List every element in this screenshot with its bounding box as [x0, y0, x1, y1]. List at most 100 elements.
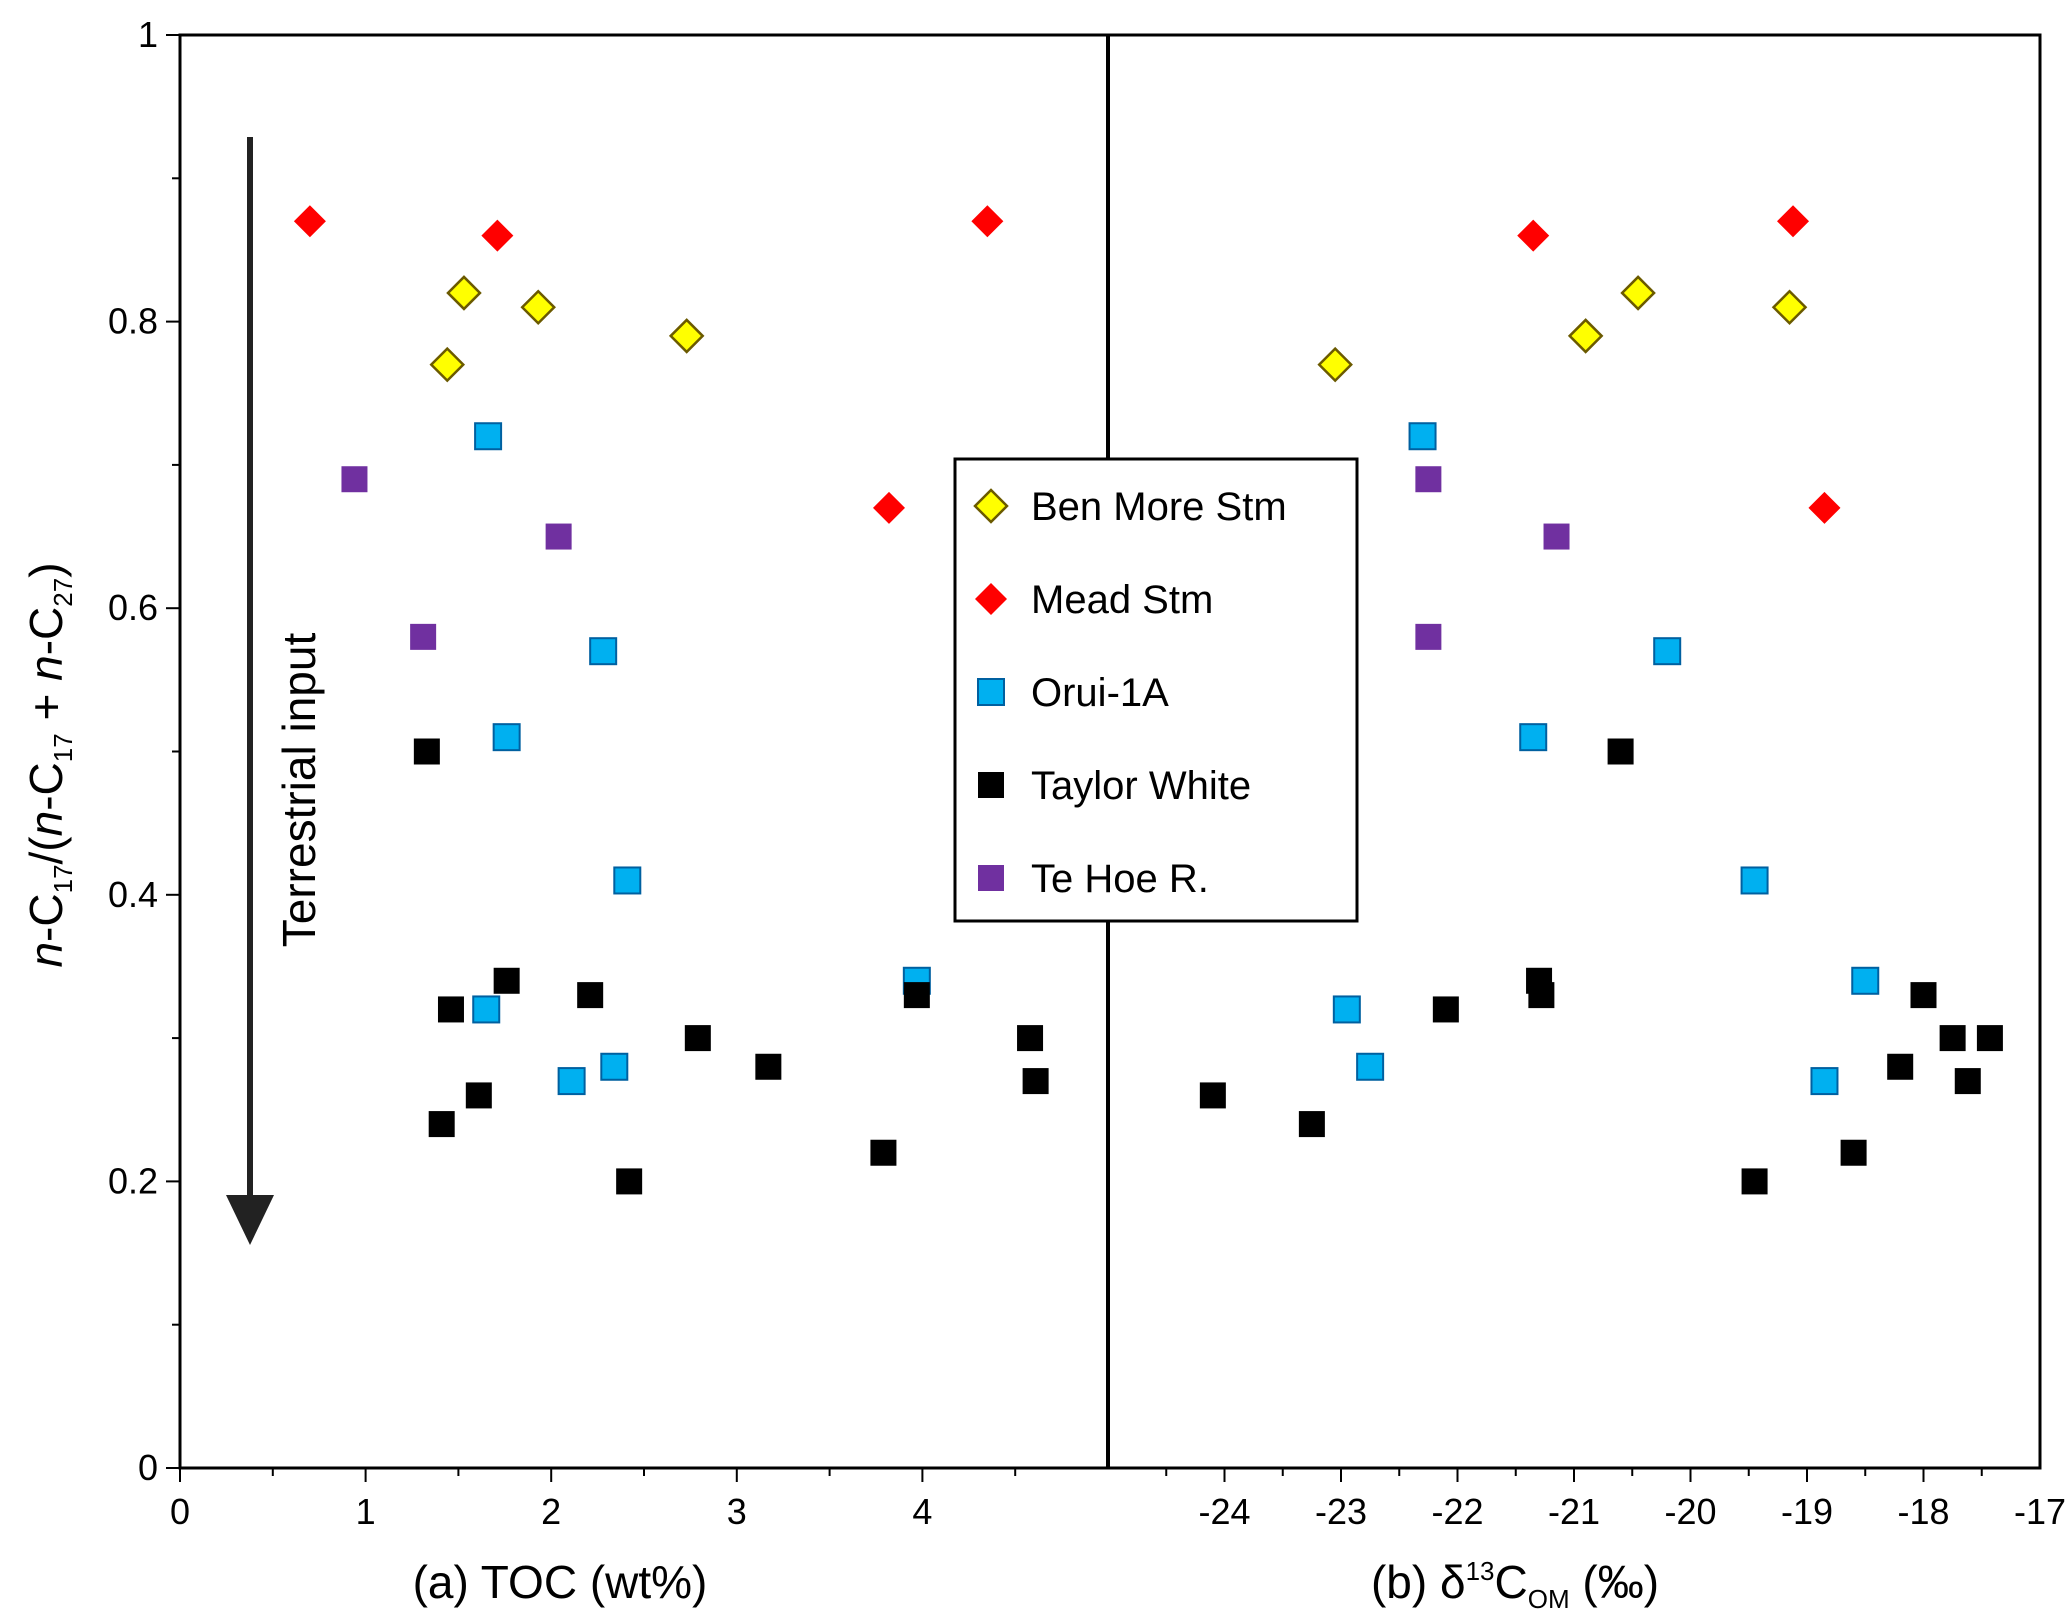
- point-a-orui-1a: [557, 1067, 586, 1096]
- legend-marker: [973, 488, 1009, 524]
- point-a-orui-1a: [472, 995, 501, 1024]
- x-axis-title-b: (b) δ13COM (‰): [1371, 1556, 1659, 1614]
- point-a-orui-1a: [474, 422, 503, 451]
- point-b-ben-more-stm: [1771, 289, 1808, 326]
- y-tick-label: 0.4: [108, 874, 158, 915]
- point-b-orui-1a: [1356, 1052, 1385, 1081]
- point-b-taylor-white: [1954, 1068, 1981, 1095]
- point-b-ben-more-stm: [1567, 318, 1604, 354]
- x-tick-label-b: -19: [1781, 1491, 1833, 1532]
- terrestrial-arrow: [226, 137, 274, 1245]
- point-b-orui-1a: [1653, 637, 1682, 666]
- x-axis-panel-b: -24 -23 -22 -21 -20 -19 -18 -17: [1165, 1468, 2066, 1532]
- data-points: [293, 205, 2003, 1195]
- y-tick-label: 0.6: [108, 587, 158, 628]
- legend-marker: [975, 583, 1007, 615]
- x-tick-label-a: 4: [912, 1491, 932, 1532]
- point-a-orui-1a: [600, 1052, 629, 1081]
- point-a-te-hoe-r: [341, 466, 368, 493]
- point-b-taylor-white: [1741, 1168, 1768, 1195]
- point-b-taylor-white: [1432, 996, 1459, 1023]
- x-tick-label-b: -20: [1664, 1491, 1716, 1532]
- x-tick-label-a: 3: [727, 1491, 747, 1532]
- legend-label: Orui-1A: [1031, 671, 1169, 715]
- point-b-mead-stm: [1777, 205, 1810, 238]
- point-a-ben-more-stm: [520, 289, 556, 326]
- y-tick-label: 0.8: [108, 301, 158, 342]
- point-a-mead-stm: [293, 205, 326, 238]
- x-tick-label-b: -18: [1897, 1491, 1949, 1532]
- x-tick-label-b: -21: [1548, 1491, 1600, 1532]
- point-a-taylor-white: [437, 996, 464, 1023]
- point-a-taylor-white: [903, 982, 930, 1009]
- point-a-taylor-white: [870, 1139, 897, 1166]
- point-a-taylor-white: [465, 1082, 492, 1109]
- x-tick-label-a: 1: [356, 1491, 376, 1532]
- point-b-orui-1a: [1408, 422, 1437, 451]
- point-b-orui-1a: [1740, 866, 1769, 895]
- y-axis: 0 0.2 0.4 0.6 0.8 1: [108, 14, 180, 1488]
- point-b-ben-more-stm: [1620, 275, 1656, 311]
- point-b-taylor-white: [1887, 1053, 1914, 1080]
- point-a-taylor-white: [1017, 1025, 1044, 1052]
- x-axis-title-a: (a) TOC (wt%): [413, 1556, 708, 1608]
- point-b-taylor-white: [1910, 982, 1937, 1009]
- y-tick-label: 0.2: [108, 1160, 158, 1201]
- legend-label: Taylor White: [1031, 764, 1251, 808]
- legend: Ben More Stm Mead Stm Orui-1A Taylor White T…: [953, 457, 1359, 923]
- x-tick-label-a: 0: [170, 1491, 190, 1532]
- point-a-te-hoe-r: [545, 523, 572, 550]
- legend-label: Mead Stm: [1031, 578, 1213, 622]
- point-b-taylor-white: [1840, 1139, 1867, 1166]
- point-a-taylor-white: [616, 1168, 643, 1195]
- point-a-ben-more-stm: [446, 275, 482, 311]
- point-b-te-hoe-r: [1415, 466, 1442, 493]
- y-tick-label: 0: [138, 1447, 158, 1488]
- x-tick-label-a: 2: [541, 1491, 561, 1532]
- point-b-te-hoe-r: [1543, 523, 1570, 550]
- point-b-taylor-white: [1607, 738, 1634, 765]
- point-b-taylor-white: [1298, 1111, 1325, 1138]
- point-b-taylor-white: [1939, 1025, 1966, 1052]
- point-a-taylor-white: [755, 1053, 782, 1080]
- point-a-ben-more-stm: [429, 346, 466, 383]
- y-axis-title: n-C17/(n-C17 + n-C27): [20, 562, 78, 967]
- x-tick-label-b: -22: [1431, 1491, 1483, 1532]
- legend-marker: [977, 678, 1005, 706]
- point-b-orui-1a: [1519, 723, 1548, 752]
- point-b-orui-1a: [1851, 966, 1880, 995]
- point-b-ben-more-stm: [1317, 346, 1353, 383]
- point-a-mead-stm: [872, 491, 905, 524]
- point-a-taylor-white: [684, 1025, 711, 1052]
- legend-label: Ben More Stm: [1031, 485, 1287, 529]
- point-a-taylor-white: [413, 738, 440, 765]
- point-a-mead-stm: [481, 219, 514, 252]
- point-b-taylor-white: [1528, 982, 1555, 1009]
- legend-marker: [978, 772, 1004, 798]
- point-b-orui-1a: [1332, 995, 1361, 1024]
- point-a-taylor-white: [1022, 1068, 1049, 1095]
- point-a-taylor-white: [493, 967, 520, 994]
- point-b-taylor-white: [1976, 1025, 2003, 1052]
- point-b-te-hoe-r: [1415, 623, 1442, 650]
- point-b-mead-stm: [1808, 491, 1841, 524]
- point-a-orui-1a: [613, 866, 642, 895]
- point-a-taylor-white: [577, 982, 604, 1009]
- y-tick-label: 1: [138, 14, 158, 55]
- point-a-ben-more-stm: [668, 318, 705, 354]
- legend-box: [953, 457, 1359, 923]
- legend-marker: [978, 865, 1004, 891]
- point-a-mead-stm: [971, 205, 1004, 238]
- point-a-taylor-white: [428, 1111, 455, 1138]
- x-axis-panel-a: 0 1 2 3 4: [170, 1468, 1017, 1532]
- point-a-orui-1a: [589, 637, 618, 666]
- point-b-mead-stm: [1517, 219, 1550, 252]
- terrestrial-input-label: Terrestrial input: [273, 633, 325, 948]
- x-tick-label-b: -17: [2014, 1491, 2066, 1532]
- point-b-taylor-white: [1199, 1082, 1226, 1109]
- point-a-orui-1a: [492, 723, 521, 752]
- x-tick-label-b: -23: [1315, 1491, 1367, 1532]
- legend-label: Te Hoe R.: [1031, 857, 1209, 901]
- x-tick-label-b: -24: [1198, 1491, 1250, 1532]
